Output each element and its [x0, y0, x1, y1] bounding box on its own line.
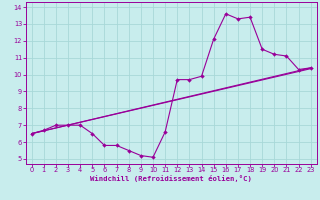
X-axis label: Windchill (Refroidissement éolien,°C): Windchill (Refroidissement éolien,°C)	[90, 175, 252, 182]
